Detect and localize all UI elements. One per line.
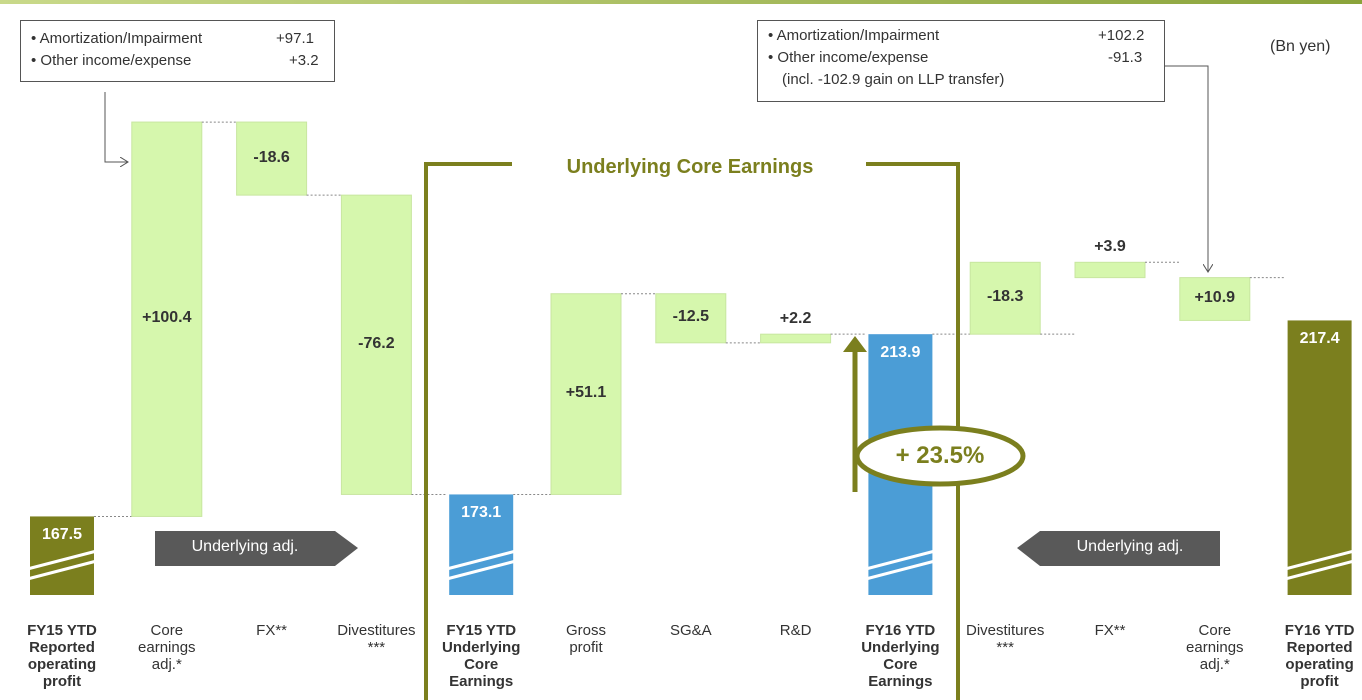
total-bar [1287, 320, 1352, 595]
unit-label: (Bn yen) [1270, 38, 1331, 55]
value-label: 167.5 [41, 526, 83, 544]
note-value: -91.3 [1108, 49, 1143, 66]
axis-break [11, 545, 113, 585]
note: • Amortization/Impairment [31, 30, 203, 47]
note: (incl. -102.9 gain on LLP transfer) [782, 71, 1005, 88]
x-tick-label: Divestitures *** [966, 622, 1045, 656]
axis-break [1269, 547, 1362, 585]
note-value: +102.2 [1098, 27, 1145, 44]
x-tick-label: SG&A [669, 622, 712, 639]
delta-bar [550, 293, 622, 495]
value-label: 217.4 [1299, 330, 1340, 348]
delta-bar [760, 333, 832, 344]
note: • Other income/expense [768, 49, 929, 66]
note-box: • Amortization/Impairment +102.2 • Other… [757, 20, 1165, 102]
value-label: +100.4 [142, 309, 192, 327]
callout-arrow [1163, 65, 1208, 272]
delta-bar [969, 261, 1041, 335]
value-label: 173.1 [461, 504, 502, 522]
x-tick-label: FY16 YTD Reported operating profit [1284, 622, 1355, 690]
x-tick-label: FX** [256, 622, 288, 639]
delta-bar [340, 194, 412, 495]
x-tick-label: FX** [1094, 622, 1126, 639]
note: • Amortization/Impairment [768, 27, 940, 44]
adj-arrow [1017, 531, 1220, 566]
delta-bar [236, 121, 308, 196]
value-label: +2.2 [779, 310, 812, 328]
value-label: -18.6 [253, 148, 290, 166]
axis-break [850, 545, 951, 585]
value-label: -76.2 [358, 334, 395, 352]
value-label: +51.1 [565, 384, 607, 402]
x-tick-label: Core earnings adj.* [1186, 622, 1244, 673]
x-tick-label: Gross profit [565, 622, 606, 656]
value-label: +10.9 [1194, 289, 1236, 307]
x-tick-label: Divestitures *** [337, 622, 416, 656]
frame-title: Underlying Core Earnings [566, 156, 814, 178]
value-label: -12.5 [672, 308, 710, 326]
x-tick-label: R&D [779, 622, 812, 639]
callout-arrow [104, 92, 128, 162]
x-tick-label: FY15 YTD Underlying Core Earnings [442, 622, 521, 690]
adj-label: Underlying adj. [1076, 538, 1184, 555]
value-label: -18.3 [986, 288, 1024, 306]
frame [424, 162, 960, 700]
growth-arrow-head [843, 336, 867, 352]
delta-bar [1074, 261, 1146, 279]
note-value: +97.1 [276, 30, 314, 47]
delta-bar [655, 293, 727, 344]
value-label: 213.9 [880, 344, 921, 362]
x-tick-label: FY15 YTD Reported operating profit [27, 622, 97, 690]
delta-bar [131, 121, 203, 517]
value-label: +3.9 [1094, 238, 1126, 256]
note-value: +3.2 [289, 52, 319, 69]
adj-label: Underlying adj. [191, 538, 299, 555]
growth-label: + 23.5% [895, 442, 985, 469]
adj-arrow [155, 531, 358, 566]
top-stripe [0, 0, 1362, 4]
note-box: • Amortization/Impairment +97.1 • Other … [20, 20, 335, 82]
axis-break [430, 545, 532, 585]
x-tick-label: Core earnings adj.* [138, 622, 196, 673]
total-bar [449, 494, 514, 595]
note: • Other income/expense [31, 52, 192, 69]
growth-ellipse [854, 425, 1026, 487]
delta-bar [1179, 277, 1251, 321]
x-tick-label: FY16 YTD Underlying Core Earnings [861, 622, 940, 690]
